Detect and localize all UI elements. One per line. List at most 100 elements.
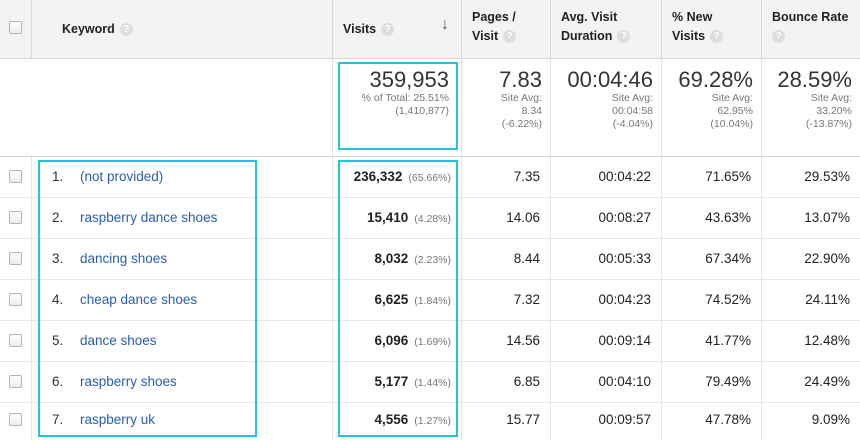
visits-value: 5,177 <box>374 374 409 389</box>
keyword-cell <box>32 280 333 320</box>
pages-cell: 8.44 <box>462 239 551 279</box>
table-row: 7. raspberry uk 4,556 (1.27%) 15.77 00:09… <box>0 400 860 440</box>
visits-percent: (1.27%) <box>414 415 451 427</box>
row-checkbox[interactable] <box>9 375 22 388</box>
summary-bounce-delta: (-13.87%) <box>805 118 852 130</box>
keyword-link[interactable]: raspberry uk <box>80 412 156 427</box>
summary-duration-value: 00:04:46 <box>567 67 653 92</box>
header-avg-visit-duration[interactable]: Avg. Visit Duration? <box>551 0 662 58</box>
visits-cell: 4,556 (1.27%) <box>333 400 462 440</box>
summary-bounce: 28.59% Site Avg: 33.20% (-13.87%) <box>762 58 860 156</box>
summary-pages-value: 7.83 <box>499 67 542 92</box>
header-visits[interactable]: Visits? ↓ <box>333 0 462 58</box>
row-index: 1. <box>52 169 64 184</box>
table-row: 1. (not provided) 236,332 (65.66%) 7.35 0… <box>0 157 860 198</box>
keyword-cell <box>32 157 333 197</box>
visits-percent: (1.84%) <box>414 295 451 307</box>
row-checkbox[interactable] <box>9 293 22 306</box>
help-icon[interactable]: ? <box>119 23 133 37</box>
select-all-checkbox[interactable] <box>9 21 22 34</box>
help-icon[interactable]: ? <box>772 30 785 44</box>
summary-new-site-avg-label: Site Avg: <box>711 92 753 104</box>
summary-pages-delta: (-6.22%) <box>501 118 542 130</box>
header-bounce-rate[interactable]: Bounce Rate ? <box>762 0 860 58</box>
header-pages-per-visit[interactable]: Pages / Visit? <box>462 0 551 58</box>
row-select-cell <box>0 280 32 320</box>
keyword-link[interactable]: (not provided) <box>80 169 164 184</box>
row-checkbox[interactable] <box>9 252 22 265</box>
header-pages-label-line1: Pages / <box>472 10 516 24</box>
header-visits-label: Visits <box>343 22 377 36</box>
keyword-cell <box>32 198 333 238</box>
summary-new-value: 69.28% <box>678 67 753 92</box>
new-visits-cell: 67.34% <box>662 239 762 279</box>
summary-duration: 00:04:46 Site Avg: 00:04:58 (-4.04%) <box>551 58 662 156</box>
row-index: 7. <box>52 412 64 427</box>
header-new-visits[interactable]: % New Visits? <box>662 0 762 58</box>
table-row: 5. dance shoes 6,096 (1.69%) 14.56 00:09:… <box>0 321 860 362</box>
keyword-link[interactable]: raspberry shoes <box>80 374 177 389</box>
visits-cell: 6,096 (1.69%) <box>333 321 462 361</box>
row-index: 4. <box>52 292 64 307</box>
row-checkbox[interactable] <box>9 170 22 183</box>
summary-new-visits: 69.28% Site Avg: 62.95% (10.04%) <box>662 58 762 156</box>
keyword-link[interactable]: raspberry dance shoes <box>80 210 218 225</box>
keyword-cell <box>32 362 333 402</box>
visits-value: 236,332 <box>353 169 403 184</box>
row-checkbox[interactable] <box>9 334 22 347</box>
visits-cell: 8,032 (2.23%) <box>333 239 462 279</box>
summary-visits-total: (1,410,877) <box>395 105 449 117</box>
summary-bounce-site-avg-label: Site Avg: <box>810 92 852 104</box>
summary-bounce-site-avg: 33.20% <box>816 105 852 117</box>
bounce-cell: 13.07% <box>804 210 850 225</box>
row-index: 5. <box>52 333 64 348</box>
header-keyword-label: Keyword <box>62 22 115 36</box>
help-icon[interactable]: ? <box>710 30 724 44</box>
visits-value: 15,410 <box>366 210 409 225</box>
row-select-cell <box>0 157 32 197</box>
visits-value: 6,625 <box>374 292 409 307</box>
header-keyword[interactable]: Keyword? <box>32 0 333 58</box>
summary-duration-site-avg: 00:04:58 <box>612 105 653 117</box>
summary-label-cell <box>0 58 333 156</box>
header-duration-label-line2: Duration <box>561 29 613 43</box>
row-checkbox[interactable] <box>9 413 22 426</box>
duration-cell: 00:04:23 <box>551 280 662 320</box>
pages-cell: 7.32 <box>462 280 551 320</box>
help-icon[interactable]: ? <box>617 30 631 44</box>
visits-value: 6,096 <box>374 333 409 348</box>
row-index: 6. <box>52 374 64 389</box>
visits-cell: 5,177 (1.44%) <box>333 362 462 402</box>
visits-percent: (1.44%) <box>414 377 451 389</box>
help-icon[interactable]: ? <box>381 23 395 37</box>
sort-descending-icon[interactable]: ↓ <box>441 16 449 33</box>
help-icon[interactable]: ? <box>503 30 517 44</box>
keyword-cell <box>32 321 333 361</box>
header-select-cell <box>0 0 32 58</box>
new-visits-cell: 41.77% <box>662 321 762 361</box>
duration-cell: 00:09:57 <box>551 400 662 440</box>
visits-percent: (2.23%) <box>414 254 451 266</box>
keyword-link[interactable]: cheap dance shoes <box>80 292 198 307</box>
keyword-link[interactable]: dance shoes <box>80 333 157 348</box>
row-select-cell <box>0 198 32 238</box>
duration-cell: 00:04:22 <box>551 157 662 197</box>
table-row: 3. dancing shoes 8,032 (2.23%) 8.44 00:05… <box>0 239 860 280</box>
row-select-cell <box>0 239 32 279</box>
row-select-cell <box>0 400 32 440</box>
summary-visits-value: 359,953 <box>369 67 449 92</box>
row-checkbox[interactable] <box>9 211 22 224</box>
new-visits-cell: 71.65% <box>662 157 762 197</box>
visits-percent: (4.28%) <box>414 213 451 225</box>
duration-cell: 00:09:14 <box>551 321 662 361</box>
visits-percent: (65.66%) <box>408 172 451 184</box>
new-visits-cell: 79.49% <box>662 362 762 402</box>
table-row: 2. raspberry dance shoes 15,410 (4.28%) 1… <box>0 198 860 239</box>
visits-cell: 6,625 (1.84%) <box>333 280 462 320</box>
duration-cell: 00:08:27 <box>551 198 662 238</box>
pages-cell: 6.85 <box>462 362 551 402</box>
table-row: 6. raspberry shoes 5,177 (1.44%) 6.85 00:… <box>0 362 860 403</box>
keyword-link[interactable]: dancing shoes <box>80 251 168 266</box>
new-visits-cell: 43.63% <box>662 198 762 238</box>
